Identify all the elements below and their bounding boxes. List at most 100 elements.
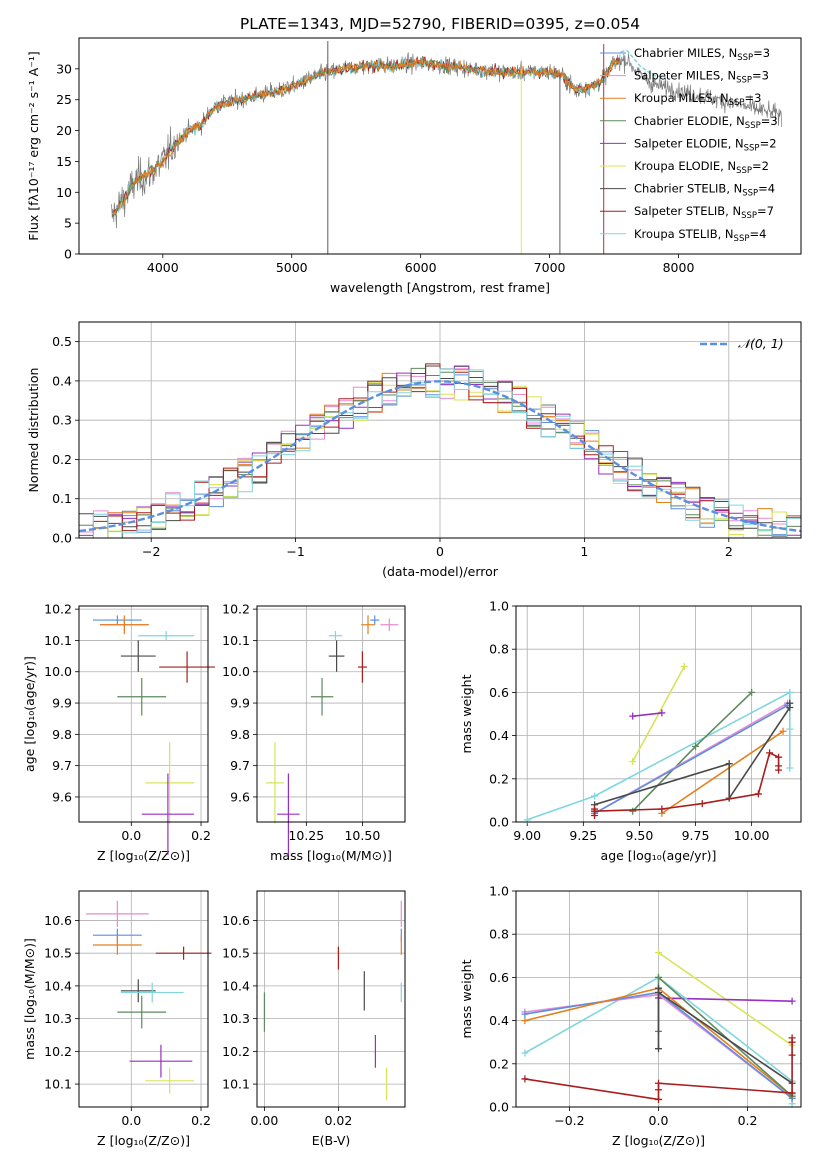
legend-subscript: SSP xyxy=(744,143,760,153)
legend-subscript: SSP xyxy=(734,234,750,244)
y-tick-label: 10.2 xyxy=(44,1044,72,1059)
y-tick-label: 10.4 xyxy=(44,978,72,993)
y-axis-label: mass [log₁₀(M/M⊙)] xyxy=(22,938,37,1060)
x-tick-label: 9.50 xyxy=(626,828,654,843)
weight-marker xyxy=(521,1075,529,1083)
y-tick-label: 0.0 xyxy=(489,1100,509,1115)
legend-label: Salpeter STELIB, N xyxy=(634,204,741,218)
weight-marker xyxy=(629,712,637,720)
y-tick-label: 0.6 xyxy=(489,970,509,985)
gridlines xyxy=(257,606,405,822)
weight-marker xyxy=(655,1095,662,1103)
gridlines xyxy=(79,891,208,1107)
weight-series xyxy=(655,973,796,1100)
legend-entry: Salpeter ELODIE, NSSP=2 xyxy=(634,136,777,153)
model-spectrum xyxy=(112,57,621,218)
legend-label: Kroupa ELODIE, N xyxy=(634,159,736,173)
model-spectrum xyxy=(112,56,621,217)
errorbar-point xyxy=(92,935,142,955)
x-tick-label: 0.2 xyxy=(191,1113,211,1128)
y-tick-label: 9.9 xyxy=(52,696,72,711)
y-tick-label: 10.2 xyxy=(222,602,250,617)
weight-marker xyxy=(786,764,794,772)
y-tick-label: 0.4 xyxy=(52,373,72,388)
x-tick-label: 1 xyxy=(580,544,588,559)
x-tick-label: 0.0 xyxy=(121,828,141,843)
legend-label: Salpeter ELODIE, N xyxy=(634,136,744,150)
y-tick-label: 9.7 xyxy=(52,758,72,773)
axes-frame xyxy=(78,890,209,1108)
y-tick-label: 10 xyxy=(56,185,72,200)
weight-marker xyxy=(655,989,662,997)
weight-marker xyxy=(591,807,599,815)
age-vs-mass-panel: 10.25 10.50 9.6 9.7 9.8 9.9 10.0 10.1 10.2 mass [… xyxy=(222,602,406,863)
errorbar-point xyxy=(99,615,149,635)
y-axis-label: age [log₁₀(age/yr)] xyxy=(22,656,37,772)
weight-marker xyxy=(680,662,688,670)
x-tick-label: 6000 xyxy=(405,260,437,275)
x-tick-label: 9.25 xyxy=(569,828,597,843)
weight-marker xyxy=(725,760,733,768)
legend-subscript: SSP xyxy=(737,53,753,63)
legend-entry: Kroupa ELODIE, NSSP=2 xyxy=(634,159,769,176)
legend-entry: Salpeter MILES, NSSP=3 xyxy=(634,69,769,86)
legend-suffix: =2 xyxy=(760,136,777,150)
gridlines xyxy=(79,606,208,822)
x-tick-label: 10.00 xyxy=(734,828,770,843)
x-axis-label: Z [log₁₀(Z/Z⊙)] xyxy=(612,1133,705,1148)
x-tick-label: 0.0 xyxy=(121,1113,141,1128)
y-tick-label: 0.2 xyxy=(489,1056,509,1071)
x-tick-label: 0.00 xyxy=(250,1113,278,1128)
errorbar-point xyxy=(155,946,212,960)
plot-area xyxy=(521,949,796,1108)
y-tick-label: 10.0 xyxy=(222,664,250,679)
weight-marker xyxy=(655,973,662,981)
weight-marker xyxy=(591,792,599,800)
x-axis-label: (data-model)/error xyxy=(382,564,499,579)
legend-entry: Kroupa STELIB, NSSP=4 xyxy=(634,227,766,244)
weight-marker xyxy=(779,727,787,735)
errorbar-point xyxy=(310,678,334,716)
axes-frame xyxy=(78,321,802,539)
y-tick-label: 10.6 xyxy=(222,913,250,928)
legend-subscript: SSP xyxy=(741,211,757,221)
weight-series xyxy=(591,749,783,820)
weight-marker xyxy=(775,766,783,774)
x-tick-label: −2 xyxy=(142,544,160,559)
weight-marker xyxy=(655,949,662,957)
plot-area xyxy=(110,41,783,254)
weight-series xyxy=(655,984,796,1087)
weight-marker xyxy=(775,753,783,761)
weight-marker xyxy=(766,749,774,757)
x-tick-label: −1 xyxy=(286,544,304,559)
axes-frame xyxy=(78,605,209,823)
legend-label: Chabrier ELODIE, N xyxy=(634,114,745,128)
x-tick-label: 10.25 xyxy=(288,828,324,843)
weight-series xyxy=(521,1034,796,1103)
legend-entry: Chabrier STELIB, NSSP=4 xyxy=(634,182,775,199)
errorbar-point xyxy=(117,995,167,1029)
y-tick-label: 20 xyxy=(56,123,72,138)
residual-histogram xyxy=(79,371,801,539)
y-tick-label: 25 xyxy=(56,92,72,107)
x-tick-label: 0 xyxy=(436,544,444,559)
legend-label: Chabrier STELIB, N xyxy=(634,182,742,196)
weight-marker xyxy=(786,688,794,696)
residual-histogram xyxy=(79,368,801,539)
errorbar-point xyxy=(92,615,142,625)
weight-marker xyxy=(788,1038,796,1046)
mass-vs-metallicity-panel: 0.0 0.2 10.1 10.2 10.3 10.4 10.5 10.6 Z [log₁₀(Z… xyxy=(22,890,212,1148)
y-tick-label: 10.3 xyxy=(44,1011,72,1026)
plot-area xyxy=(78,363,802,539)
y-tick-label: 0.0 xyxy=(489,815,509,830)
age-vs-metallicity-panel: 0.0 0.2 9.6 9.7 9.8 9.9 10.0 10.1 10.2 Z [log₁₀(Z… xyxy=(22,602,215,863)
y-tick-label: 10.1 xyxy=(222,633,250,648)
model-spectrum xyxy=(112,57,621,215)
weight-marker xyxy=(521,1017,529,1025)
x-tick-label: 5000 xyxy=(276,260,308,275)
weight-marker xyxy=(655,1086,662,1094)
x-tick-label: −0.2 xyxy=(554,1113,584,1128)
weight-marker xyxy=(521,1010,529,1018)
y-tick-label: 9.8 xyxy=(52,727,72,742)
